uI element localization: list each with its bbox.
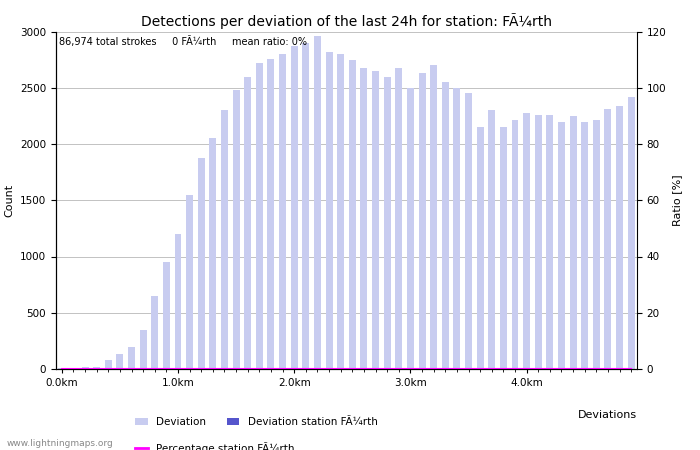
Bar [140,329,146,369]
Bar [209,139,216,369]
Bar [581,122,588,369]
Bar [349,59,356,369]
Bar [198,158,204,369]
Bar [430,65,437,369]
Bar [593,120,600,369]
Bar [477,127,484,369]
Bar [128,346,135,369]
Bar [116,355,123,369]
Text: www.lightningmaps.org: www.lightningmaps.org [7,439,113,448]
Bar [442,82,449,369]
Bar [605,109,611,369]
Bar [302,43,309,369]
Bar [384,76,391,369]
Bar [500,127,507,369]
Bar [395,68,402,369]
Bar [82,367,88,369]
Bar [174,234,181,369]
Bar [372,71,379,369]
Bar [326,52,332,369]
Bar [512,120,519,369]
Bar [186,194,193,369]
Bar [489,110,495,369]
Bar [279,54,286,369]
Text: Deviations: Deviations [578,410,637,419]
Bar [454,88,461,369]
Bar [232,90,239,369]
Bar [616,106,623,369]
Bar [314,36,321,369]
Bar [70,368,77,369]
Bar [290,46,298,369]
Bar [105,360,112,369]
Bar [163,262,170,369]
Bar [558,122,565,369]
Bar [151,296,158,369]
Bar [337,54,344,369]
Bar [523,112,530,369]
Bar [407,88,414,369]
Bar [570,116,577,369]
Bar [465,94,472,369]
Y-axis label: Count: Count [4,184,15,217]
Bar [547,115,553,369]
Bar [256,63,262,369]
Bar [221,110,228,369]
Bar [267,58,274,369]
Bar [535,115,542,369]
Bar [628,97,635,369]
Text: 86,974 total strokes     0 FÃ¼rth     mean ratio: 0%: 86,974 total strokes 0 FÃ¼rth mean ratio… [59,36,307,47]
Bar [244,76,251,369]
Bar [419,73,426,369]
Legend: Percentage station FÃ¼rth: Percentage station FÃ¼rth [131,438,299,450]
Y-axis label: Ratio [%]: Ratio [%] [672,175,682,226]
Bar [360,68,368,369]
Bar [93,367,100,369]
Title: Detections per deviation of the last 24h for station: FÃ¼rth: Detections per deviation of the last 24h… [141,13,552,29]
